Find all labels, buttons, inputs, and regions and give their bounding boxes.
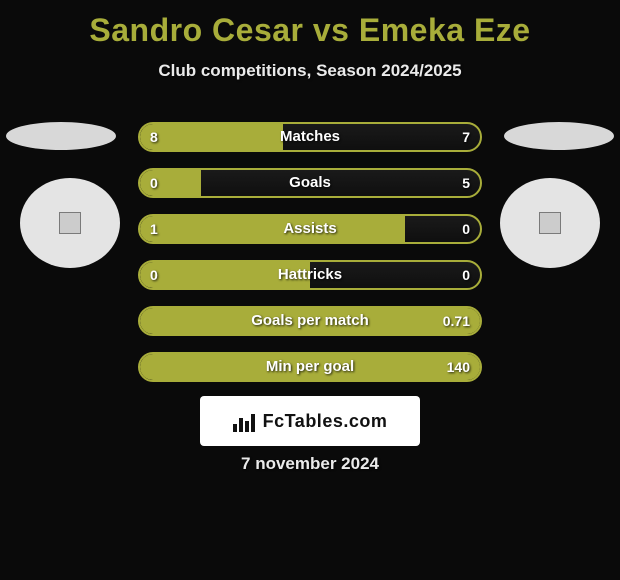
- decorative-ellipse-right: [504, 122, 614, 150]
- stat-value-left: 8: [140, 124, 168, 150]
- stat-value-left: 0: [140, 262, 168, 288]
- source-logo-text: FcTables.com: [263, 411, 388, 432]
- stats-bar-list: 87Matches05Goals10Assists00Hattricks0.71…: [138, 122, 482, 398]
- stat-bar-row: 10Assists: [138, 214, 482, 244]
- decorative-ellipse-left: [6, 122, 116, 150]
- stat-bar-fill-left: [140, 216, 405, 242]
- stat-value-right: 0: [452, 216, 480, 242]
- stat-value-right: 5: [452, 170, 480, 196]
- stat-bar-row: 0.71Goals per match: [138, 306, 482, 336]
- footer-date: 7 november 2024: [0, 454, 620, 474]
- stat-bar-fill-left: [140, 354, 480, 380]
- stat-bar-row: 87Matches: [138, 122, 482, 152]
- stat-value-right: 140: [437, 354, 480, 380]
- stat-value-left: 1: [140, 216, 168, 242]
- widget-container: Sandro Cesar vs Emeka Eze Club competiti…: [0, 0, 620, 580]
- stat-bar-row: 05Goals: [138, 168, 482, 198]
- stat-value-right: 0: [452, 262, 480, 288]
- bar-chart-icon: [233, 410, 257, 432]
- source-logo: FcTables.com: [200, 396, 420, 446]
- player-crest-right: [500, 178, 600, 268]
- stat-value-right: 7: [452, 124, 480, 150]
- stat-bar-fill-left: [140, 308, 480, 334]
- stat-value-left: 0: [140, 170, 168, 196]
- page-title: Sandro Cesar vs Emeka Eze: [0, 0, 620, 49]
- player-crest-left: [20, 178, 120, 268]
- stat-bar-row: 140Min per goal: [138, 352, 482, 382]
- crest-placeholder-icon: [539, 212, 561, 234]
- page-subtitle: Club competitions, Season 2024/2025: [0, 61, 620, 81]
- stat-value-right: 0.71: [433, 308, 480, 334]
- stat-bar-row: 00Hattricks: [138, 260, 482, 290]
- crest-placeholder-icon: [59, 212, 81, 234]
